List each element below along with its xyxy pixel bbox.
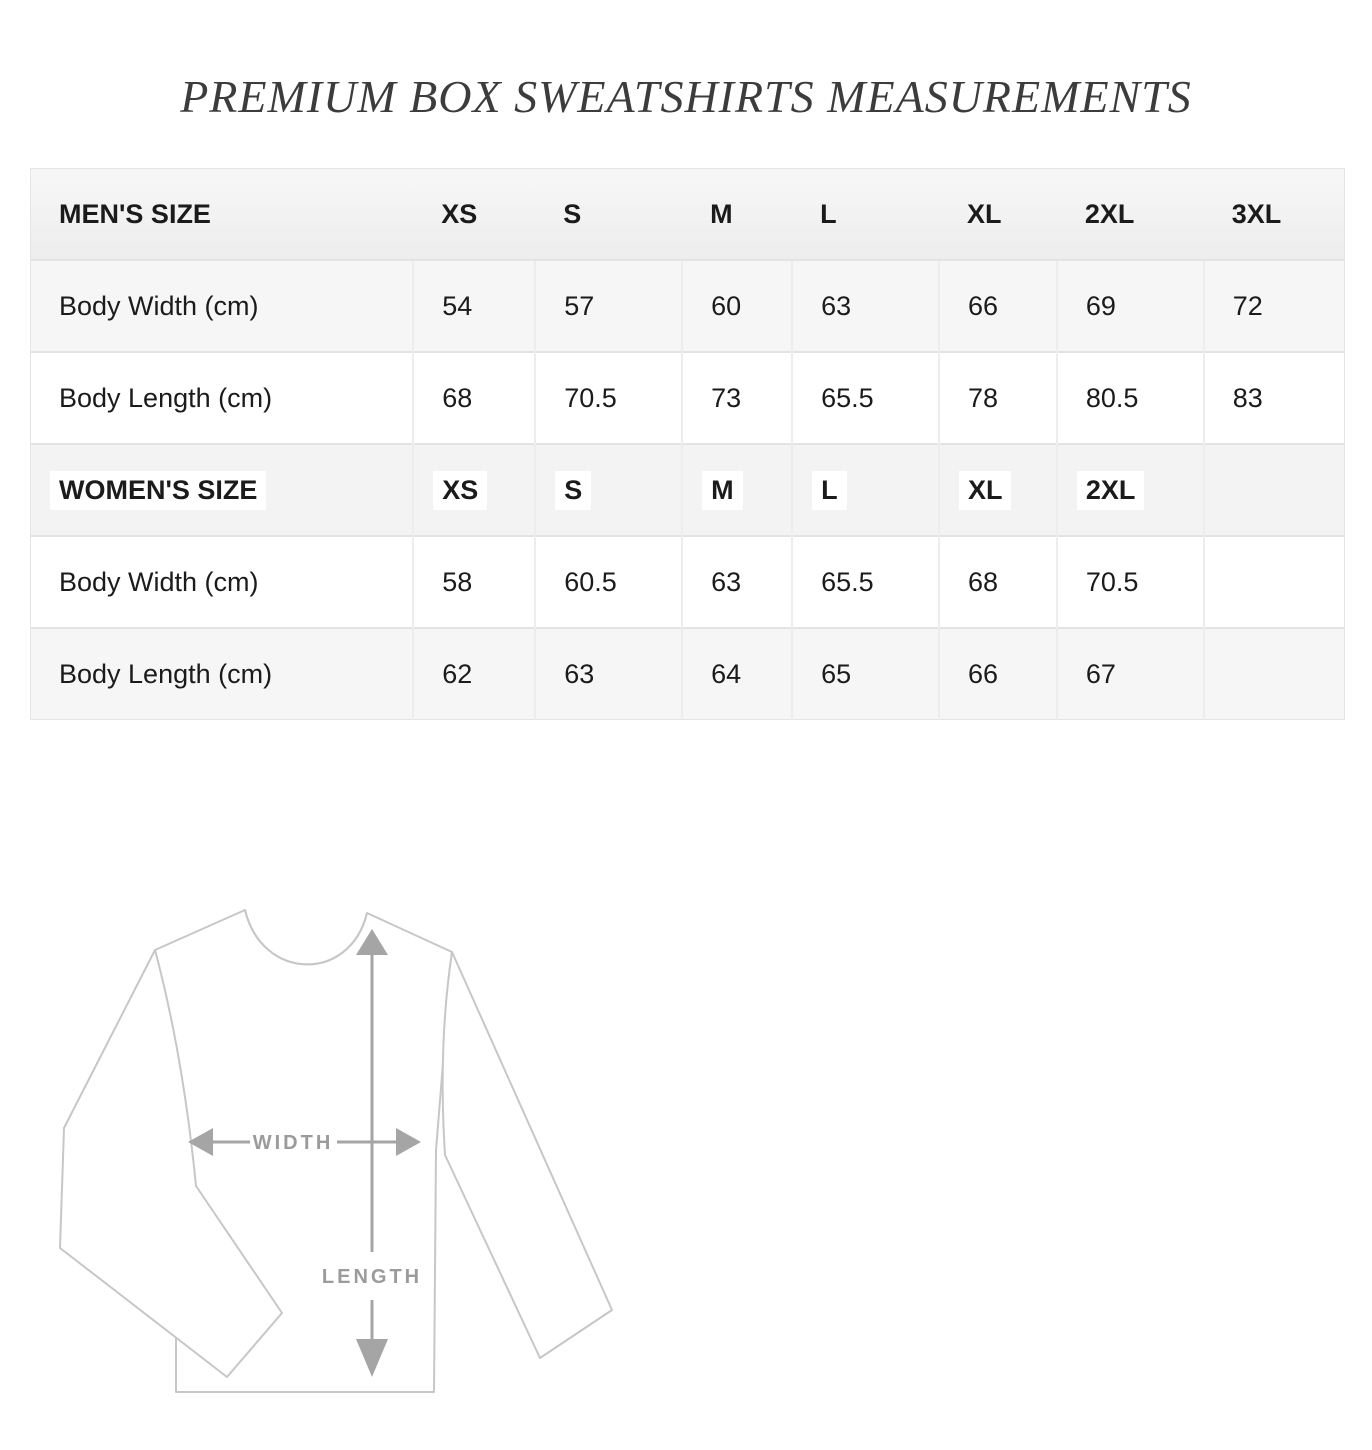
value-cell: 64 — [681, 627, 793, 720]
sweatshirt-outline — [59, 909, 613, 1393]
size-header-cell: L — [791, 443, 939, 536]
width-arrow — [188, 1128, 421, 1156]
value-cell: 66 — [937, 627, 1057, 720]
size-table-container: MEN'S SIZE XS S M L XL 2XL 3XL Body Widt… — [30, 168, 1345, 720]
value-cell: 63 — [534, 627, 683, 720]
men-body-length-row: Body Length (cm) 68 70.5 73 65.5 78 80.5… — [30, 351, 1345, 444]
highlighted-label: 2XL — [1076, 470, 1145, 510]
highlighted-label: XS — [433, 470, 488, 510]
men-body-width-row: Body Width (cm) 54 57 60 63 66 69 72 — [30, 259, 1345, 352]
sweatshirt-right-sleeve — [441, 951, 613, 1359]
size-header-cell: 2XL — [1056, 168, 1204, 260]
size-table: MEN'S SIZE XS S M L XL 2XL 3XL Body Widt… — [30, 168, 1345, 720]
size-header-cell: S — [535, 168, 683, 260]
size-header-cell: S — [534, 443, 683, 536]
length-label: LENGTH — [322, 1266, 422, 1288]
highlighted-label: M — [702, 470, 743, 510]
value-cell: 68 — [937, 535, 1057, 628]
value-cell: 70.5 — [1055, 535, 1204, 628]
size-header-cell: 2XL — [1055, 443, 1204, 536]
value-cell: 78 — [937, 351, 1057, 444]
size-header-cell: XL — [938, 168, 1057, 260]
women-size-header-row: WOMEN'S SIZE XS S M L XL 2XL — [30, 443, 1345, 536]
highlighted-label: L — [812, 470, 847, 510]
value-cell: 62 — [412, 627, 536, 720]
size-header-cell: XS — [412, 443, 536, 536]
value-cell: 68 — [412, 351, 536, 444]
value-cell: 67 — [1055, 627, 1204, 720]
size-header-cell: XL — [937, 443, 1057, 536]
men-size-header-label: MEN'S SIZE — [30, 168, 414, 260]
value-cell: 80.5 — [1055, 351, 1204, 444]
value-cell: 73 — [681, 351, 793, 444]
value-cell: 54 — [412, 259, 536, 352]
value-cell: 60.5 — [534, 535, 683, 628]
value-cell: 72 — [1202, 259, 1345, 352]
value-cell: 57 — [534, 259, 683, 352]
row-label: Body Length (cm) — [30, 351, 414, 444]
measurement-diagram: WIDTH LENGTH — [50, 895, 710, 1450]
value-cell: 65 — [791, 627, 939, 720]
size-header-cell — [1202, 443, 1345, 536]
value-cell — [1202, 535, 1345, 628]
value-cell — [1202, 627, 1345, 720]
value-cell: 83 — [1202, 351, 1345, 444]
sweatshirt-collar — [244, 909, 368, 966]
sweatshirt-left-sleeve — [59, 949, 283, 1378]
highlighted-label: XL — [958, 470, 1012, 510]
size-header-cell: XS — [413, 168, 536, 260]
value-cell: 60 — [681, 259, 793, 352]
women-size-header-label: WOMEN'S SIZE — [30, 443, 414, 536]
length-arrow — [356, 929, 388, 1377]
width-label: WIDTH — [253, 1132, 334, 1154]
value-cell: 65.5 — [791, 535, 939, 628]
value-cell: 70.5 — [534, 351, 683, 444]
value-cell: 69 — [1055, 259, 1204, 352]
highlighted-label: S — [555, 470, 592, 510]
size-header-cell: 3XL — [1203, 168, 1345, 260]
size-header-cell: L — [792, 168, 939, 260]
row-label: Body Width (cm) — [30, 259, 414, 352]
size-header-cell: M — [681, 443, 793, 536]
row-label: Body Width (cm) — [30, 535, 414, 628]
women-body-width-row: Body Width (cm) 58 60.5 63 65.5 68 70.5 — [30, 535, 1345, 628]
highlighted-label: WOMEN'S SIZE — [50, 470, 267, 510]
value-cell: 63 — [681, 535, 793, 628]
size-header-cell: M — [682, 168, 793, 260]
row-label: Body Length (cm) — [30, 627, 414, 720]
men-size-header-row: MEN'S SIZE XS S M L XL 2XL 3XL — [30, 168, 1345, 260]
value-cell: 65.5 — [791, 351, 939, 444]
value-cell: 63 — [791, 259, 939, 352]
value-cell: 58 — [412, 535, 536, 628]
women-body-length-row: Body Length (cm) 62 63 64 65 66 67 — [30, 627, 1345, 720]
page-title: PREMIUM BOX SWEATSHIRTS MEASUREMENTS — [180, 71, 1192, 122]
value-cell: 66 — [937, 259, 1057, 352]
